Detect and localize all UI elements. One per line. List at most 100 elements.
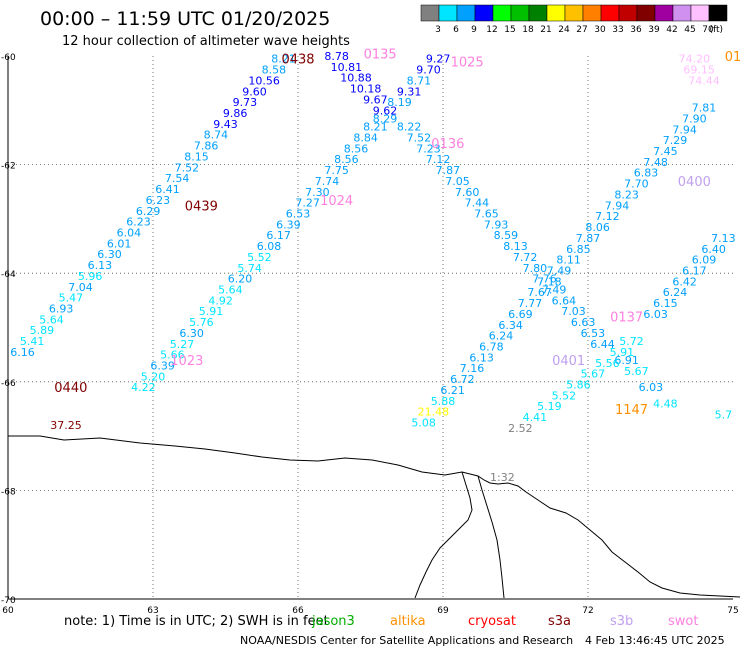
wave-height-value: 7.49	[542, 283, 567, 296]
wave-height-value: 8.06	[585, 221, 610, 234]
wave-height-value: 8.29	[373, 112, 398, 125]
pass-time-label: 0438	[281, 53, 314, 68]
wave-height-value: 5.67	[581, 368, 606, 381]
wave-height-value: 7.12	[595, 210, 620, 223]
wave-height-value: 8.71	[407, 74, 432, 87]
wave-height-value: 6.63	[571, 316, 596, 329]
wave-height-value: 8.84	[353, 131, 378, 144]
wave-height-value: 6.03	[639, 381, 664, 394]
pass-time-label: 0400	[678, 175, 711, 190]
wave-height-value: 6.03	[643, 308, 668, 321]
wave-height-value: 9.73	[233, 96, 258, 109]
wave-height-value: 6.01	[107, 237, 132, 250]
wave-height-value: 6.53	[286, 207, 311, 220]
map-title: 00:00 – 11:59 UTC 01/20/2025	[40, 8, 330, 30]
wave-height-value: 7.04	[68, 281, 93, 294]
wave-height-value: 5.74	[237, 262, 262, 275]
wave-height-value: 7.87	[436, 164, 461, 177]
legend-swatch	[438, 4, 458, 22]
wave-height-value: 6.24	[489, 330, 514, 343]
wave-height-value: 5.91	[199, 305, 224, 318]
legend-swatch	[420, 4, 440, 22]
wave-height-value: 7.54	[165, 172, 190, 185]
wave-height-value: 8.13	[503, 240, 528, 253]
wave-height-value: 7.76	[532, 273, 557, 286]
wave-height-legend: 3 6 9 12 15 18 21 24 27 30 33 36 39 42 45 70(ft)	[420, 4, 728, 35]
wave-height-value: 10.81	[331, 61, 363, 74]
wave-height-value: 6.23	[146, 194, 171, 207]
legend-swatch	[636, 4, 656, 22]
wave-height-value: 5.19	[537, 400, 562, 413]
wave-height-value: 8.74	[204, 129, 229, 142]
wave-height-value: 5.91	[610, 346, 635, 359]
wave-height-value: 6.08	[257, 240, 282, 253]
lon-tick-label: 66	[292, 606, 304, 616]
wave-height-value: 7.48	[643, 156, 668, 169]
legend-tick-label: 27	[576, 25, 587, 35]
wave-height-value: 6.64	[552, 294, 577, 307]
wave-height-value: 7.30	[305, 186, 330, 199]
wave-height-value: 5.67	[624, 365, 649, 378]
lon-tick-label: 75	[727, 606, 738, 616]
wave-height-value: 9.70	[416, 64, 441, 77]
wave-height-value: 69.15	[683, 64, 715, 77]
lon-tick-label: 72	[582, 606, 593, 616]
pass-time-label: 1147	[615, 403, 648, 418]
legend-swatch	[474, 4, 494, 22]
legend-swatch	[654, 4, 674, 22]
wave-height-value: 6.41	[155, 183, 180, 196]
antarctic-coastline	[8, 435, 740, 599]
wave-height-value: 8.78	[324, 50, 349, 63]
wave-height-value: 6.39	[150, 360, 175, 373]
lat-tick-label: -68	[1, 487, 16, 497]
wave-height-value: 8.56	[334, 153, 359, 166]
wave-height-value: 4.92	[208, 294, 233, 307]
lat-tick-label: -64	[1, 270, 16, 280]
wave-height-value: 7.12	[426, 153, 451, 166]
pass-time-label: 1025	[451, 55, 484, 70]
wave-height-value: 5.27	[170, 338, 195, 351]
wave-height-value: 5.20	[141, 370, 166, 383]
pass-time-label: 0137	[610, 311, 643, 326]
pass-time-label: 0401	[552, 354, 585, 369]
satellite-key: jason3 altika cryosat s3a s3b swot	[311, 614, 698, 629]
legend-swatch	[546, 4, 566, 22]
lon-tick-label: 69	[437, 606, 449, 616]
wave-height-value: 6.53	[581, 327, 606, 340]
pass-time-label: 0135	[364, 47, 397, 62]
satellite-key-s3a: s3a	[548, 614, 571, 629]
wave-height-value: 7.52	[175, 161, 200, 174]
satellite-key-cryosat: cryosat	[468, 614, 516, 629]
wave-height-value: 6.91	[614, 354, 639, 367]
wave-height-value: 6.16	[10, 346, 35, 359]
wave-height-value: 8.22	[397, 121, 422, 134]
wave-height-value: 6.04	[117, 226, 142, 239]
wave-height-value: 6.29	[136, 205, 161, 218]
wave-height-value: 9.60	[242, 85, 267, 98]
wave-height-value: 5.7	[715, 408, 733, 421]
wave-height-value: 6.09	[692, 254, 717, 267]
wave-height-value: 5.66	[160, 349, 185, 362]
wave-height-value: 8.21	[271, 53, 296, 66]
lon-tick-label: 60	[2, 606, 14, 616]
wave-height-value: 5.64	[218, 283, 243, 296]
wave-height-value: 7.13	[711, 232, 736, 245]
wave-height-value: 9.86	[223, 107, 248, 120]
wave-height-value: 7.81	[692, 102, 717, 115]
wave-height-value: 5.86	[566, 379, 591, 392]
wave-height-value: 7.65	[474, 207, 499, 220]
wave-height-value: 21.48	[418, 406, 450, 419]
wave-height-value: 7.45	[653, 145, 678, 158]
wave-height-value: 6.21	[440, 384, 465, 397]
lat-tick-label: -60	[1, 53, 16, 63]
wave-height-value: 7.87	[576, 232, 601, 245]
legend-swatch	[564, 4, 584, 22]
wave-height-value: 7.05	[445, 175, 470, 188]
wave-height-readings: 8.218.5810.569.609.739.869.438.747.868.1…	[10, 50, 735, 435]
wave-height-value: 6.17	[266, 229, 291, 242]
wave-height-value: 74.20	[679, 53, 711, 66]
wave-height-value: 10.18	[350, 83, 382, 96]
legend-tick-label: 33	[612, 25, 623, 35]
wave-height-value: 7.74	[315, 175, 340, 188]
wave-height-value: 8.21	[363, 121, 388, 134]
